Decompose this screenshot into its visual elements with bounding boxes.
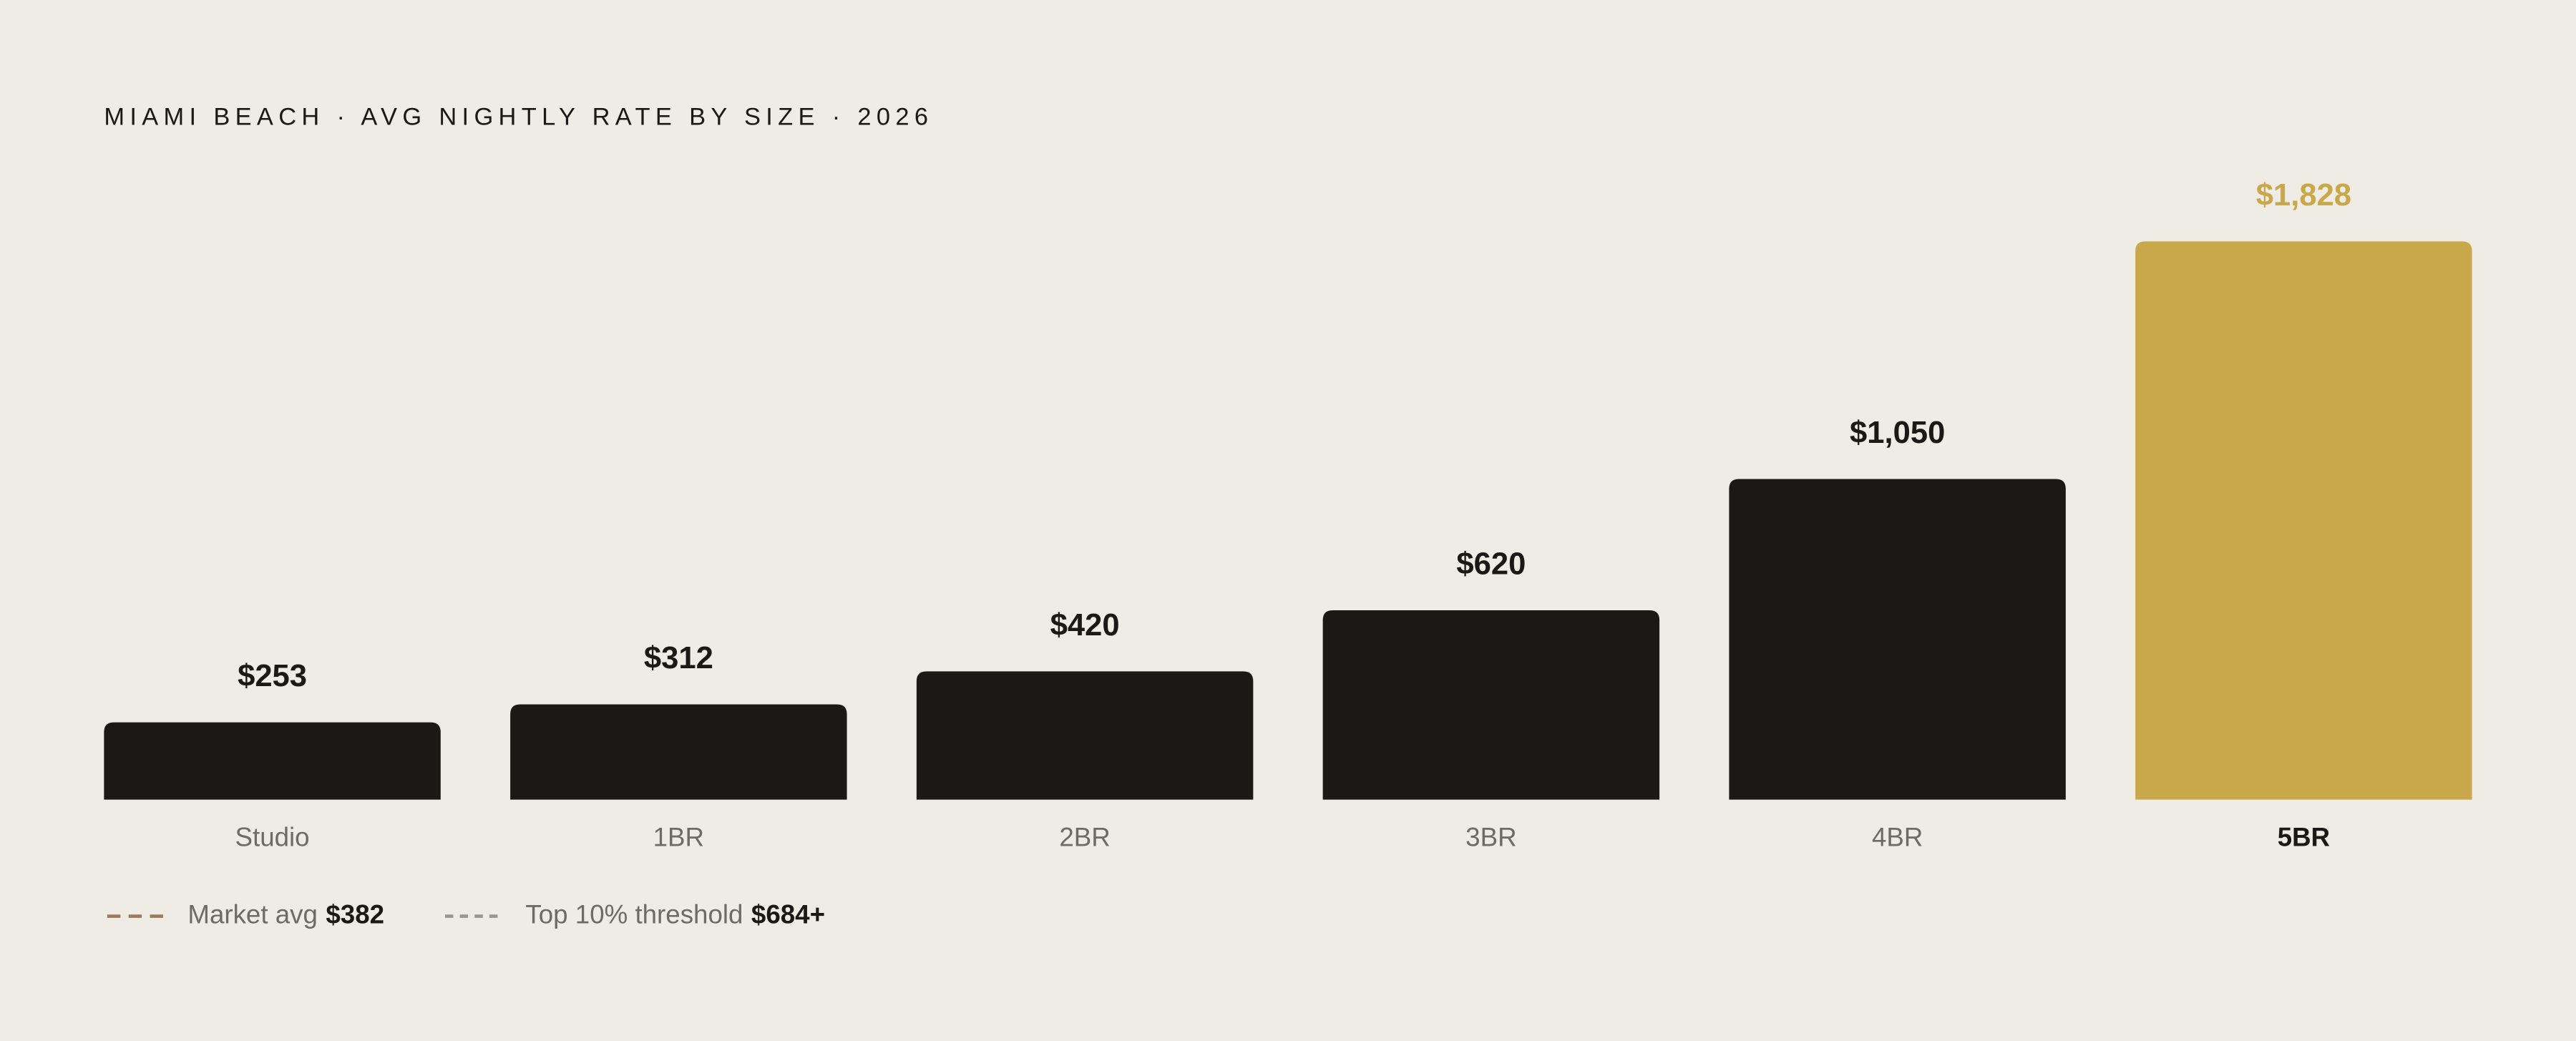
- bar: [104, 722, 441, 800]
- x-tick-label: 2BR: [1059, 822, 1110, 851]
- x-tick-label: Studio: [235, 822, 310, 851]
- legend-label: Top 10% threshold: [525, 899, 743, 929]
- value-label: $1,050: [1850, 416, 1945, 450]
- legend-value: $684+: [751, 899, 825, 929]
- chart-title: MIAMI BEACH · AVG NIGHTLY RATE BY SIZE ·…: [104, 103, 933, 130]
- legend-value: $382: [326, 899, 384, 929]
- bar: [1322, 610, 1660, 800]
- legend-entry: Top 10% threshold $684+: [525, 899, 825, 929]
- bar: [916, 671, 1254, 800]
- x-tick-label: 4BR: [1872, 822, 1923, 851]
- value-label: $1,828: [2256, 178, 2351, 212]
- value-label: $253: [238, 659, 307, 693]
- x-tick-label: 5BR: [2278, 822, 2330, 851]
- x-tick-label: 1BR: [653, 822, 704, 851]
- bar: [510, 704, 847, 800]
- legend-entry: Market avg $382: [187, 899, 384, 929]
- bar: [2135, 241, 2472, 800]
- value-label: $420: [1050, 608, 1120, 642]
- bar: [1729, 479, 2066, 800]
- value-label: $312: [644, 641, 713, 675]
- value-label: $620: [1456, 547, 1526, 582]
- x-tick-label: 3BR: [1465, 822, 1516, 851]
- legend-label: Market avg: [187, 899, 318, 929]
